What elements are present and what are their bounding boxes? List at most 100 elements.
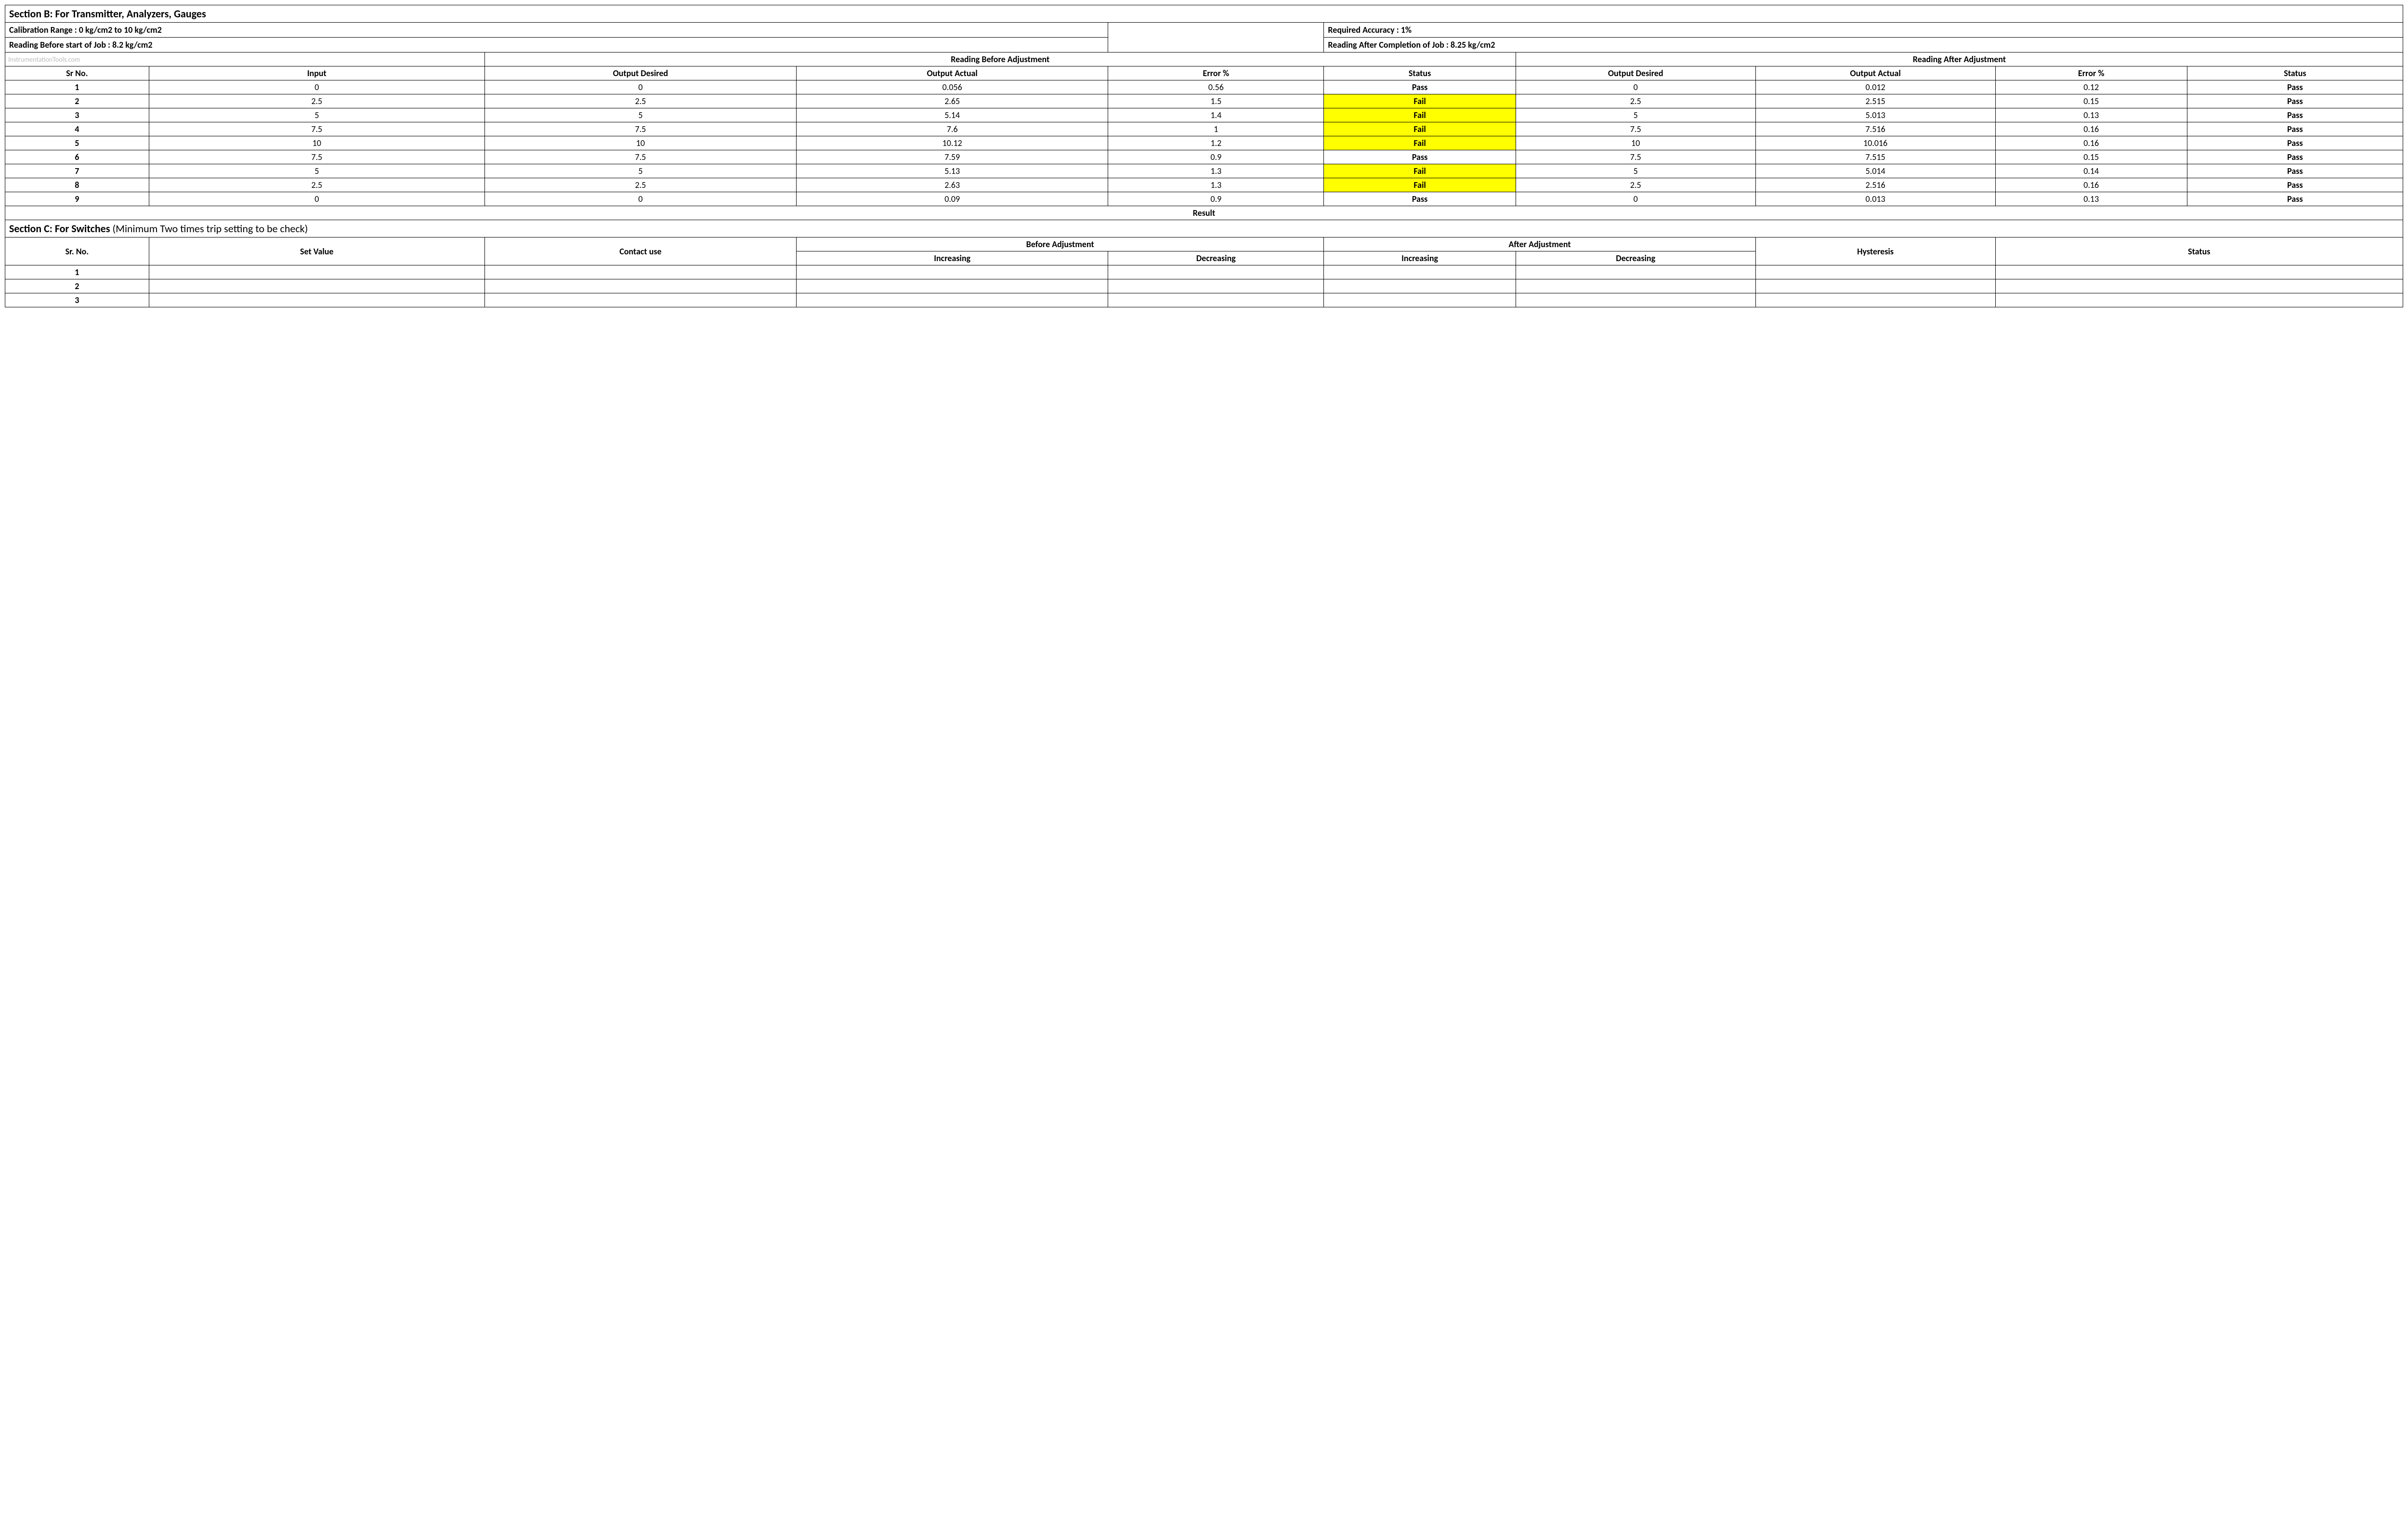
cell <box>1995 293 2403 307</box>
cell: 0.056 <box>797 80 1108 94</box>
reading-after-job: Reading After Completion of Job : 8.25 k… <box>1324 38 2403 53</box>
cell: 1 <box>1108 122 1324 136</box>
table-row: 2 <box>5 279 2403 293</box>
group-before-adjustment: Reading Before Adjustment <box>484 53 1516 66</box>
cell <box>1324 265 1516 279</box>
cell: 7.5 <box>1516 150 1755 164</box>
cell: 7 <box>5 164 149 178</box>
cell: 2.5 <box>484 94 796 108</box>
cell: Fail <box>1324 122 1516 136</box>
c-col-after-adj: After Adjustment <box>1324 237 1755 251</box>
cell: 0 <box>1516 80 1755 94</box>
cell: 1 <box>5 265 149 279</box>
cell: 5.14 <box>797 108 1108 122</box>
cell: 10 <box>1516 136 1755 150</box>
cell: 0.14 <box>1995 164 2187 178</box>
cell: 7.515 <box>1755 150 1995 164</box>
cell <box>797 265 1108 279</box>
cell <box>1516 279 1755 293</box>
cell: 7.5 <box>484 150 796 164</box>
cell: Pass <box>2187 150 2403 164</box>
c-col-before-dec: Decreasing <box>1108 251 1324 265</box>
cell <box>1108 279 1324 293</box>
cell: 1.3 <box>1108 178 1324 192</box>
cell: 0.013 <box>1755 192 1995 206</box>
cell: 1.4 <box>1108 108 1324 122</box>
cell: 0 <box>149 80 484 94</box>
result-label: Result <box>5 206 2403 220</box>
cell: Fail <box>1324 164 1516 178</box>
cell: 1 <box>5 80 149 94</box>
cell <box>149 265 484 279</box>
table-row: 3555.141.4Fail55.0130.13Pass <box>5 108 2403 122</box>
cell: 0.09 <box>797 192 1108 206</box>
cell: Fail <box>1324 94 1516 108</box>
cell: 1.3 <box>1108 164 1324 178</box>
cell <box>1516 265 1755 279</box>
table-row: 9000.090.9Pass00.0130.13Pass <box>5 192 2403 206</box>
col-output-desired-after: Output Desired <box>1516 66 1755 80</box>
cell: 2.515 <box>1755 94 1995 108</box>
cell: 7.5 <box>1516 122 1755 136</box>
cell: 0.16 <box>1995 136 2187 150</box>
cell: 7.59 <box>797 150 1108 164</box>
table-row: 1 <box>5 265 2403 279</box>
cell: 5 <box>149 164 484 178</box>
cell: 7.5 <box>149 150 484 164</box>
cell <box>149 293 484 307</box>
table-row: 1000.0560.56Pass00.0120.12Pass <box>5 80 2403 94</box>
table-row: 5101010.121.2Fail1010.0160.16Pass <box>5 136 2403 150</box>
cell: 5 <box>1516 164 1755 178</box>
c-col-before-adj: Before Adjustment <box>797 237 1324 251</box>
cell: 5 <box>5 136 149 150</box>
cell: 6 <box>5 150 149 164</box>
cell <box>484 293 796 307</box>
cell: 5 <box>484 164 796 178</box>
cell <box>484 279 796 293</box>
cell <box>1995 279 2403 293</box>
cell <box>1755 293 1995 307</box>
cell: 0.13 <box>1995 108 2187 122</box>
c-col-contact-use: Contact use <box>484 237 796 265</box>
calibration-report-table: Section B: For Transmitter, Analyzers, G… <box>5 5 2403 307</box>
cell: 5 <box>1516 108 1755 122</box>
reading-before-job: Reading Before start of Job : 8.2 kg/cm2 <box>5 38 1108 53</box>
cell <box>797 279 1108 293</box>
cell: 0 <box>484 192 796 206</box>
cell: 2 <box>5 279 149 293</box>
c-col-before-inc: Increasing <box>797 251 1108 265</box>
cell: 2.65 <box>797 94 1108 108</box>
col-output-actual-before: Output Actual <box>797 66 1108 80</box>
cell: 2.5 <box>1516 94 1755 108</box>
cell: Pass <box>2187 94 2403 108</box>
c-col-set-value: Set Value <box>149 237 484 265</box>
cell: 5.014 <box>1755 164 1995 178</box>
cell: 2.5 <box>1516 178 1755 192</box>
cell <box>149 279 484 293</box>
watermark: InstrumentationTools.com <box>5 53 485 66</box>
cell: 0.9 <box>1108 150 1324 164</box>
cell: Fail <box>1324 178 1516 192</box>
cell: 5 <box>149 108 484 122</box>
cell: 8 <box>5 178 149 192</box>
section-c-title-note: (Minimum Two times trip setting to be ch… <box>110 222 308 235</box>
cell: 2.5 <box>484 178 796 192</box>
cell: 1.5 <box>1108 94 1324 108</box>
cell: 3 <box>5 293 149 307</box>
cell: 0.16 <box>1995 178 2187 192</box>
cell: Pass <box>1324 80 1516 94</box>
cell: 0.12 <box>1995 80 2187 94</box>
info-blank-middle <box>1108 23 1324 53</box>
cell: 4 <box>5 122 149 136</box>
cell: 0.56 <box>1108 80 1324 94</box>
cell: 2.5 <box>149 178 484 192</box>
cell: 7.5 <box>484 122 796 136</box>
cell: 2.63 <box>797 178 1108 192</box>
cell: 5.13 <box>797 164 1108 178</box>
cell: Fail <box>1324 108 1516 122</box>
cell <box>1324 293 1516 307</box>
cell: 10 <box>484 136 796 150</box>
col-sr-no: Sr No. <box>5 66 149 80</box>
cell: 10.12 <box>797 136 1108 150</box>
cell: 0.012 <box>1755 80 1995 94</box>
